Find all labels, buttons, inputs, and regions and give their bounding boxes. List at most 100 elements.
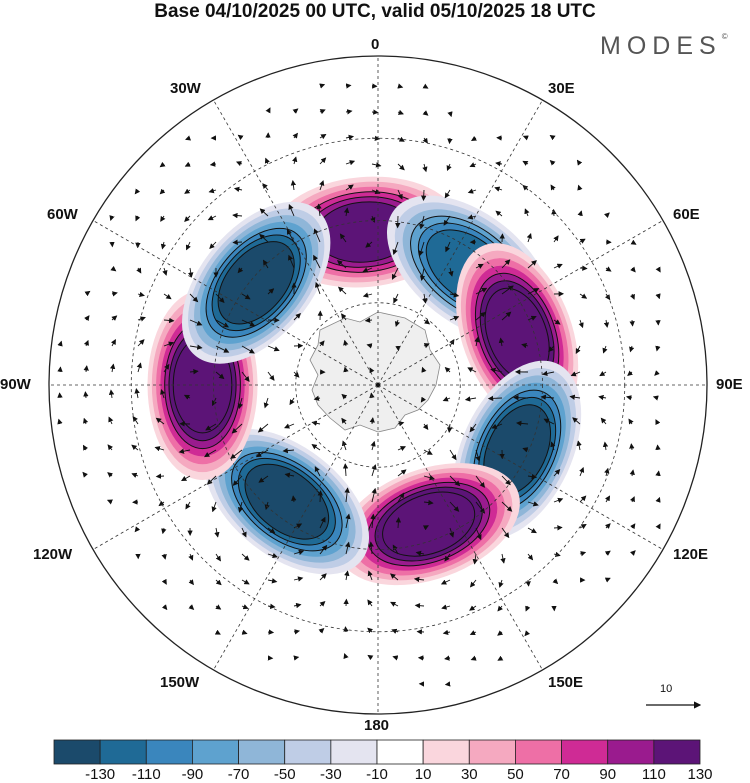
wind-vector <box>83 417 89 425</box>
wind-vector <box>267 629 275 635</box>
wind-vector <box>397 421 405 427</box>
wind-vector <box>629 496 635 503</box>
wind-vector <box>470 135 477 141</box>
wind-vector <box>241 553 250 561</box>
wind-vector <box>630 239 637 245</box>
wind-vector <box>293 576 304 582</box>
wind-vector <box>232 475 243 486</box>
wind-vector <box>111 291 118 297</box>
wind-vector <box>82 444 88 451</box>
meridian-line <box>213 384 379 671</box>
wind-vector <box>345 134 355 141</box>
wind-vector <box>527 473 538 480</box>
wind-vector <box>397 163 405 171</box>
wind-vector <box>422 163 428 173</box>
wind-vector <box>189 344 203 350</box>
wind-vector <box>447 111 453 118</box>
antarctica-landmass <box>309 311 441 433</box>
south-pole-marker <box>376 383 380 387</box>
wind-vector <box>343 626 349 633</box>
lon-label-150w: 150W <box>160 674 200 691</box>
wind-vector <box>137 339 145 347</box>
wind-vector <box>395 517 402 529</box>
wind-vector <box>313 254 321 269</box>
wind-vector <box>257 423 269 433</box>
wind-vector <box>155 417 165 425</box>
wind-vector <box>449 475 461 487</box>
wind-vector <box>161 578 167 585</box>
wind-vector <box>159 161 166 168</box>
wind-vector <box>344 570 350 581</box>
wind-vector <box>521 342 529 349</box>
wind-vector <box>525 605 531 612</box>
wind-vector <box>241 629 248 635</box>
wind-vector <box>629 293 635 300</box>
brand-text: MODES <box>600 32 722 60</box>
wind-vector <box>341 393 348 400</box>
wind-vector <box>370 513 376 529</box>
wind-vector <box>241 293 251 300</box>
meridian-line <box>92 384 379 550</box>
wind-vector <box>189 319 203 326</box>
colorbar-swatch <box>192 739 239 765</box>
wind-vector <box>475 263 484 269</box>
colorbar-swatch <box>99 739 147 765</box>
wind-vector <box>286 228 295 243</box>
wind-vector <box>215 293 225 304</box>
colorbar-swatch <box>284 739 332 765</box>
wind-vector <box>255 449 269 458</box>
wind-vector <box>392 655 399 661</box>
wind-vector <box>444 189 451 199</box>
wind-vector <box>284 472 295 478</box>
wind-vector <box>655 470 661 477</box>
colorbar-swatch <box>238 739 286 765</box>
wind-vector <box>600 417 607 425</box>
wind-vector <box>605 523 611 529</box>
colorbar-tick-label: 110 <box>641 766 666 783</box>
wind-vector <box>423 475 436 481</box>
wind-vector <box>163 317 175 324</box>
colorbar-swatch <box>468 739 516 765</box>
wind-vector <box>344 487 350 503</box>
wind-vector <box>207 215 217 221</box>
wind-vector <box>319 83 326 89</box>
lon-label-180: 180 <box>364 717 390 734</box>
wind-vector <box>393 293 399 304</box>
lon-label-0: 0 <box>371 36 380 53</box>
wind-vector <box>215 579 222 586</box>
wind-vector <box>577 210 583 217</box>
wind-vector <box>337 286 347 295</box>
wind-vector <box>475 449 481 462</box>
wind-vector <box>475 287 488 295</box>
wind-vector <box>526 232 532 243</box>
wind-vector <box>215 604 222 610</box>
wind-vector <box>527 315 537 321</box>
wind-vector <box>318 628 325 634</box>
wind-vector <box>576 440 582 451</box>
wind-vector <box>131 472 139 478</box>
wind-vector <box>181 475 191 482</box>
wind-vector <box>241 371 250 382</box>
lon-label-30e: 30E <box>548 80 575 97</box>
wind-vector <box>579 495 587 503</box>
wind-vector <box>604 550 611 556</box>
wind-vector <box>602 441 609 451</box>
wind-vector <box>362 292 373 298</box>
wind-vector <box>162 267 168 276</box>
wind-vector <box>487 395 503 402</box>
colorbar-tick-label: -110 <box>131 766 161 783</box>
wind-vector <box>553 525 563 531</box>
colorbar-tick-label: -50 <box>273 766 296 783</box>
wind-vector <box>628 418 634 425</box>
wind-vector <box>57 340 63 347</box>
meridian-line <box>377 384 664 550</box>
wind-vector <box>525 579 531 587</box>
wind-vector <box>522 184 529 191</box>
wind-vector <box>576 159 583 166</box>
colorbar-tick-label: -30 <box>320 766 342 783</box>
wind-vector <box>232 212 243 219</box>
wind-vector <box>602 345 608 354</box>
wind-vector <box>185 501 191 510</box>
wind-vector <box>391 628 399 634</box>
wind-vector <box>343 207 350 217</box>
